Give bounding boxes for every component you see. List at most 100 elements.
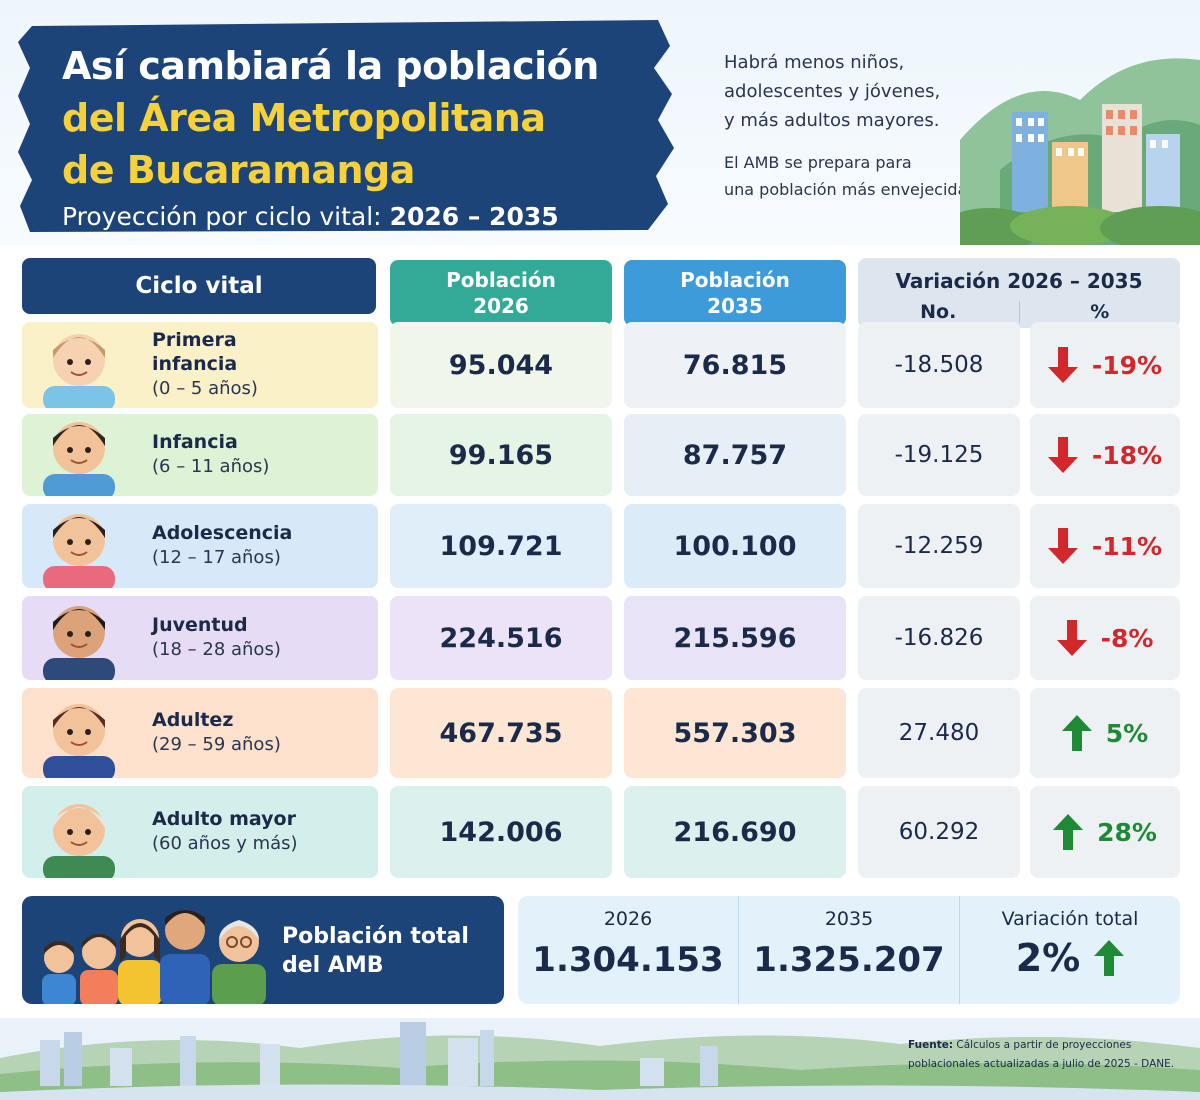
population-2035-cell-value: 215.596 (673, 622, 797, 654)
variation-number-cell: -19.125 (858, 414, 1020, 496)
cycle-name: Primera (152, 329, 237, 351)
variation-percent-cell: -8% (1030, 596, 1180, 680)
population-2035-cell-value: 557.303 (673, 717, 797, 749)
variation-percent-value: -8% (1100, 623, 1154, 653)
population-2026-cell: 142.006 (390, 786, 612, 878)
arrow-up-icon (1053, 814, 1084, 850)
population-2035-cell-value: 100.100 (673, 530, 797, 562)
young-man-avatar-icon (22, 596, 130, 680)
source-label: Fuente: (908, 1039, 954, 1051)
header-poblacion-2026-label: Población (446, 268, 556, 292)
total-2035-year: 2035 (824, 908, 874, 930)
intro-note-2: una población más envejecida. (724, 180, 973, 199)
population-2026-cell-value: 109.721 (439, 530, 563, 562)
population-2026-cell-value: 224.516 (439, 622, 563, 654)
total-population-card: Población total del AMB (22, 896, 504, 1004)
total-variation: Variación total 2% (959, 896, 1180, 1004)
header-poblacion-2035: Población 2035 (624, 260, 846, 326)
population-2026-cell-value: 99.165 (448, 439, 554, 471)
header-variacion-title: Variación 2026 – 2035 (895, 269, 1143, 293)
total-2035-value: 1.325.207 (753, 940, 945, 980)
title-line-3: de Bucaramanga (62, 148, 415, 192)
city-skyline-illustration (960, 58, 1200, 245)
cycle-name-continued: infancia (152, 353, 238, 375)
cycle-name: Adulto mayor (152, 808, 296, 830)
cycle-cell: Infancia (6 – 11 años) (22, 414, 378, 496)
table-row: Adulto mayor (60 años y más) 142.006 216.69… (22, 786, 1182, 878)
source-text-2: poblacionales actualizadas a julio de 20… (908, 1058, 1175, 1070)
child-avatar-icon (22, 414, 130, 496)
header-ciclo-vital: Ciclo vital (22, 258, 376, 314)
cycle-age-range: (29 – 59 años) (152, 734, 281, 755)
population-2035-cell-value: 87.757 (682, 439, 788, 471)
population-2026-cell-value: 142.006 (439, 816, 563, 848)
population-2026-cell: 109.721 (390, 504, 612, 588)
population-2026-cell: 99.165 (390, 414, 612, 496)
total-2026-value: 1.304.153 (532, 940, 724, 980)
cycle-age-range: (6 – 11 años) (152, 456, 270, 477)
population-2035-cell: 87.757 (624, 414, 846, 496)
variation-number-cell-value: 60.292 (898, 819, 980, 845)
variation-percent-cell: -18% (1030, 414, 1180, 496)
cycle-cell: Primera infancia (0 – 5 años) (22, 322, 378, 408)
source-note: Fuente: Cálculos a partir de proyeccione… (908, 1036, 1188, 1074)
population-2035-cell-value: 76.815 (682, 349, 788, 381)
baby-avatar-icon (22, 322, 130, 408)
population-2035-cell: 557.303 (624, 688, 846, 778)
intro-note-1: El AMB se prepara para (724, 153, 912, 172)
header-poblacion-2035-label: Población (680, 268, 790, 292)
header: Así cambiará la población del Área Metro… (0, 0, 1200, 245)
title-banner: Así cambiará la población del Área Metro… (18, 16, 678, 236)
intro-text: Habrá menos niños, adolescentes y jóvene… (724, 48, 1024, 203)
total-2035: 2035 1.325.207 (738, 896, 959, 1004)
variation-number-cell-value: 27.480 (898, 720, 980, 746)
population-2035-cell: 215.596 (624, 596, 846, 680)
cycle-age-range: (18 – 28 años) (152, 639, 281, 660)
variation-percent-value: -18% (1091, 440, 1163, 470)
header-variacion-no: No. (858, 301, 1020, 323)
variation-percent-cell: -11% (1030, 504, 1180, 588)
variation-number-cell-value: -16.826 (894, 625, 984, 651)
variation-percent-value: 28% (1097, 817, 1157, 847)
table-row: Infancia (6 – 11 años) 99.165 87.757 -19.125… (22, 414, 1182, 496)
cycle-label: Juventud (18 – 28 años) (152, 613, 281, 663)
variation-percent-value: 5% (1105, 718, 1149, 748)
population-2035-cell: 216.690 (624, 786, 846, 878)
total-values-card: 2026 1.304.153 2035 1.325.207 Variación … (518, 896, 1180, 1004)
cycle-cell: Adultez (29 – 59 años) (22, 688, 378, 778)
subtitle: Proyección por ciclo vital: 2026 – 2035 (62, 202, 599, 231)
brush-stroke-background (18, 20, 674, 232)
variation-percent-cell: -19% (1030, 322, 1180, 408)
intro-line-3: y más adultos mayores. (724, 110, 940, 131)
variation-number-cell-value: -19.125 (894, 442, 984, 468)
arrow-down-icon (1047, 347, 1078, 383)
cycle-cell: Adolescencia (12 – 17 años) (22, 504, 378, 588)
variation-number-cell: 27.480 (858, 688, 1020, 778)
variation-number-cell: -16.826 (858, 596, 1020, 680)
population-2026-cell: 95.044 (390, 322, 612, 408)
total-variation-value: 2% (1015, 936, 1081, 980)
elder-avatar-icon (22, 786, 130, 878)
variation-number-cell-value: -18.508 (894, 352, 984, 378)
cycle-name: Juventud (152, 614, 248, 636)
footer-city-illustration (0, 1018, 1200, 1100)
cycle-name: Adultez (152, 709, 234, 731)
total-label-line-2: del AMB (282, 953, 384, 978)
population-2026-cell-value: 95.044 (448, 349, 554, 381)
header-variacion-pct: % (1090, 301, 1110, 323)
variation-number-cell: -18.508 (858, 322, 1020, 408)
cycle-age-range: (60 años y más) (152, 833, 298, 854)
header-variacion: Variación 2026 – 2035 No. % (858, 258, 1180, 328)
population-2026-cell-value: 467.735 (439, 717, 563, 749)
subtitle-prefix: Proyección por ciclo vital: (62, 202, 390, 231)
population-2026-cell: 224.516 (390, 596, 612, 680)
total-label-line-1: Población total (282, 924, 469, 949)
total-2026-year: 2026 (603, 908, 653, 930)
cycle-label: Infancia (6 – 11 años) (152, 430, 269, 480)
variation-percent-value: -19% (1091, 350, 1163, 380)
title-line-2: del Área Metropolitana (62, 96, 546, 140)
arrow-up-icon (1061, 715, 1092, 751)
cycle-cell: Adulto mayor (60 años y más) (22, 786, 378, 878)
population-2026-cell: 467.735 (390, 688, 612, 778)
population-2035-cell: 100.100 (624, 504, 846, 588)
